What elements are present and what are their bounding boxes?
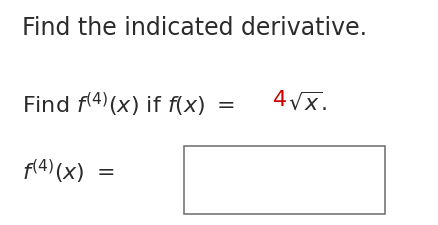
Text: $\sqrt{x}.$: $\sqrt{x}.$	[288, 90, 327, 113]
Text: Find $f^{(4)}(x)$ if $f(x)\ =\ $: Find $f^{(4)}(x)$ if $f(x)\ =\ $	[22, 90, 235, 118]
Text: $4$: $4$	[272, 90, 287, 110]
Text: $f^{(4)}(x)\ =$: $f^{(4)}(x)\ =$	[22, 158, 114, 186]
FancyBboxPatch shape	[184, 146, 385, 214]
Text: Find the indicated derivative.: Find the indicated derivative.	[22, 16, 367, 40]
